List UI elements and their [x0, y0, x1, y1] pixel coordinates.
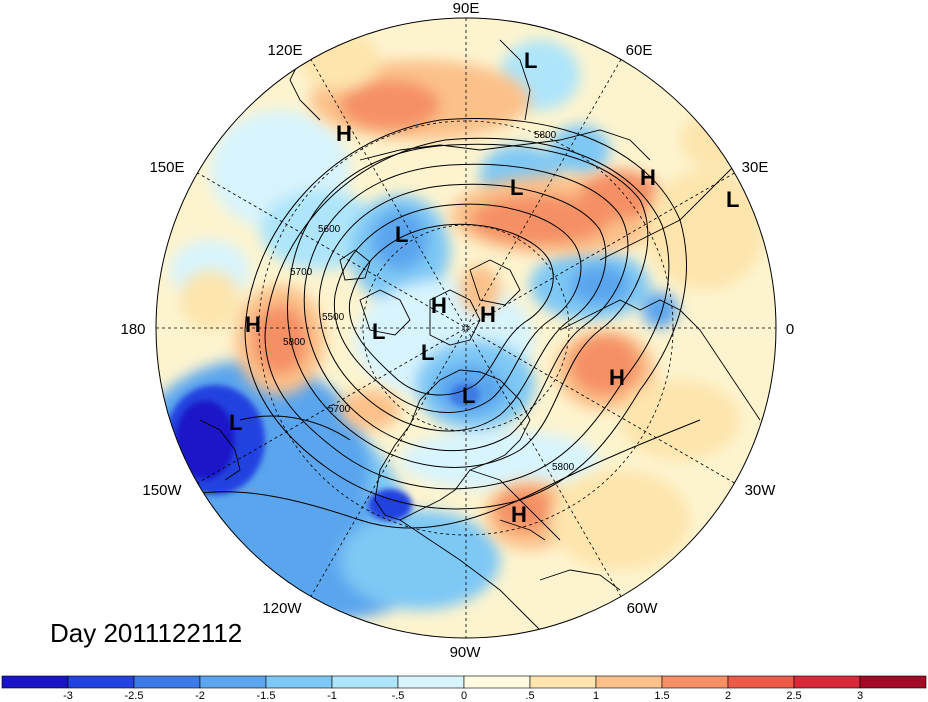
colorbar-swatch: [331, 675, 399, 689]
colorbar-swatch: [793, 675, 861, 689]
contour-labels: 5800 5600 5700 5500 5800 5700 5800: [283, 130, 575, 473]
lon-label-120e: 120E: [267, 42, 302, 59]
longitude-labels: 90E 60E 30E 0 30W 60W 90W 120W 150W 180 …: [120, 0, 794, 661]
lon-label-30e: 30E: [742, 159, 769, 176]
lon-label-60w: 60W: [627, 600, 659, 617]
colorbar-swatch: [727, 675, 795, 689]
colorbar-swatch: [661, 675, 729, 689]
contour-label: 5600: [318, 224, 341, 235]
low-pressure-label: L: [462, 383, 475, 408]
colorbar-swatch: [1, 675, 69, 689]
low-pressure-label: L: [372, 319, 385, 344]
high-pressure-label: H: [245, 312, 261, 337]
lon-label-150e: 150E: [149, 159, 184, 176]
colorbar-swatch: [463, 675, 531, 689]
day-label: Day 2011122112: [50, 618, 243, 648]
graticule: [156, 18, 776, 638]
lon-label-60e: 60E: [626, 42, 653, 59]
low-pressure-label: L: [395, 222, 408, 247]
lon-label-120w: 120W: [262, 600, 302, 617]
lon-label-90e: 90E: [453, 0, 480, 17]
colorbar-tick-label: 2.5: [786, 690, 801, 702]
high-pressure-label: H: [480, 302, 496, 327]
colorbar-tick-label: 0: [461, 690, 467, 702]
colorbar-swatch: [265, 675, 333, 689]
high-pressure-label: H: [640, 165, 656, 190]
colorbar-tick-label: -2.5: [125, 690, 144, 702]
colorbar-tick-label: -1.5: [257, 690, 276, 702]
colorbar-tick-label: 3: [857, 690, 863, 702]
contour-label: 5800: [283, 337, 306, 348]
colorbar-swatch: [859, 675, 927, 689]
lon-label-150w: 150W: [142, 482, 182, 499]
map-boundary: [155, 17, 777, 639]
colorbar-swatch: [199, 675, 267, 689]
low-pressure-label: L: [524, 48, 537, 73]
high-pressure-label: H: [511, 502, 527, 527]
pressure-centers: L H H L L L H H H L L L H L H: [229, 48, 739, 527]
contour-label: 5700: [290, 267, 313, 278]
colorbar-swatch: [133, 675, 201, 689]
low-pressure-label: L: [229, 410, 242, 435]
high-pressure-label: H: [336, 121, 352, 146]
colorbar-swatch: [397, 675, 465, 689]
colorbar-tick-label: 1: [593, 690, 599, 702]
colorbar-tick-label: -1: [327, 690, 337, 702]
lon-label-180: 180: [120, 321, 145, 338]
colorbar-swatch: [529, 675, 597, 689]
colorbar-tick-label: 1.5: [654, 690, 669, 702]
colorbar-tick-label: .5: [525, 690, 534, 702]
height-contours: [169, 117, 701, 529]
lon-label-30w: 30W: [745, 482, 777, 499]
high-pressure-label: H: [609, 365, 625, 390]
high-pressure-label: H: [431, 293, 447, 318]
colorbar-swatch: [595, 675, 663, 689]
colorbar-tick-label: -3: [63, 690, 73, 702]
colorbar-tick-label: 2: [725, 690, 731, 702]
contour-label: 5800: [552, 462, 575, 473]
colorbar: -3 -2.5 -2 -1.5 -1 -.5 0 .5 1 1.5 2 2.5 3: [1, 675, 927, 702]
colorbar-tick-label: -.5: [392, 690, 405, 702]
contour-label: 5700: [328, 404, 351, 415]
colorbar-tick-label: -2: [195, 690, 205, 702]
colorbar-swatch: [67, 675, 135, 689]
contour-label: 5800: [534, 130, 557, 141]
lon-label-90w: 90W: [450, 644, 482, 661]
lon-label-0: 0: [786, 321, 794, 338]
anomaly-field: [156, 18, 776, 638]
contour-label: 5500: [322, 312, 345, 323]
low-pressure-label: L: [421, 340, 434, 365]
low-pressure-label: L: [510, 175, 523, 200]
low-pressure-label: L: [726, 187, 739, 212]
